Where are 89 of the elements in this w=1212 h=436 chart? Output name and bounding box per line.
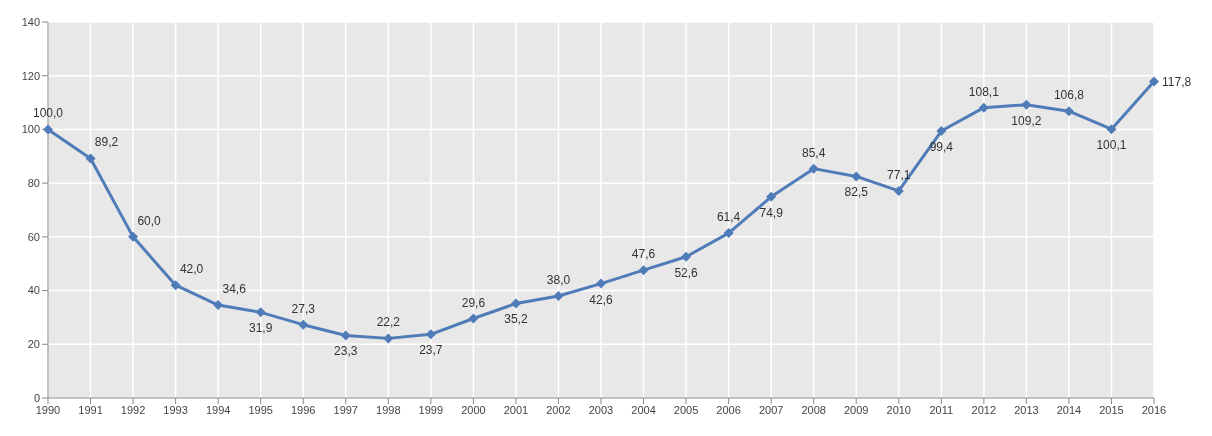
data-label: 117,8 [1162, 74, 1192, 89]
point [43, 124, 53, 135]
data-label: 23,7 [419, 343, 443, 358]
data-label: 100,1 [1096, 138, 1127, 153]
point [808, 163, 819, 174]
y-tick-label: 40 [27, 284, 40, 297]
x-tick-label: 2005 [673, 403, 699, 416]
point [766, 191, 777, 202]
point [638, 265, 649, 276]
x-tick-label: 2001 [503, 403, 529, 416]
data-label: 106,8 [1053, 88, 1085, 103]
data-label: 99,4 [929, 140, 954, 155]
point [128, 231, 139, 242]
data-label: 31,9 [249, 321, 273, 336]
data-label: 74,9 [759, 205, 784, 220]
x-tick-label: 2013 [1014, 403, 1039, 416]
x-tick-label: 2015 [1099, 403, 1124, 416]
point [298, 319, 309, 330]
data-label: 35,2 [504, 312, 528, 327]
point [255, 307, 266, 318]
data-label: 85,4 [802, 145, 826, 160]
data-label: 38,0 [546, 272, 571, 287]
point [1021, 99, 1032, 110]
y-tick-label: 0 [33, 391, 40, 404]
x-tick-label: 2010 [886, 403, 912, 416]
x-tick-label: 2002 [546, 403, 571, 416]
x-tick-label: 2006 [716, 403, 741, 416]
point [553, 290, 564, 301]
point [893, 185, 904, 196]
data-label: 61,4 [716, 210, 741, 225]
y-tick-label: 20 [27, 338, 40, 351]
x-tick-label: 1996 [290, 403, 316, 416]
data-label: 82,5 [844, 185, 869, 200]
data-label: 22,2 [376, 315, 401, 330]
x-tick-label: 2011 [929, 403, 954, 416]
data-label: 60,0 [137, 213, 162, 228]
y-tick-label: 60 [27, 230, 40, 243]
x-tick-label: 1990 [35, 403, 61, 416]
x-tick-label: 1998 [376, 403, 401, 416]
point [383, 333, 394, 344]
x-tick-label: 1997 [333, 403, 359, 416]
x-tick-label: 2014 [1056, 403, 1082, 416]
data-label: 109,2 [1011, 113, 1042, 128]
data-label: 23,3 [334, 344, 358, 359]
x-tick-label: 2003 [588, 403, 614, 416]
x-tick-label: 2012 [971, 403, 997, 416]
x-tick-label: 2009 [843, 403, 869, 416]
point [1063, 106, 1074, 117]
data-label: 27,3 [291, 301, 316, 316]
data-label: 89,2 [94, 135, 119, 150]
point [723, 228, 734, 239]
point [510, 298, 521, 309]
point [1106, 124, 1117, 135]
point [681, 251, 692, 262]
data-label: 47,6 [631, 247, 656, 262]
data-label: 42,6 [589, 292, 613, 307]
y-tick-label: 100 [21, 123, 40, 136]
x-tick-label: 2016 [1141, 403, 1167, 416]
y-tick-label: 140 [21, 15, 40, 28]
x-tick-label: 2000 [461, 403, 486, 416]
data-label: 34,6 [222, 282, 247, 297]
point [85, 153, 96, 164]
x-tick-label: 1992 [120, 403, 146, 416]
data-label: 100,0 [32, 106, 64, 121]
data-label: 77,1 [887, 167, 911, 182]
x-tick-label: 2004 [631, 403, 656, 416]
point [170, 280, 181, 291]
point [936, 126, 947, 137]
data-label: 42,0 [179, 262, 204, 277]
point [851, 171, 862, 182]
point [213, 300, 224, 311]
data-label: 108,1 [968, 84, 1000, 99]
y-tick-label: 120 [21, 69, 40, 82]
x-tick-label: 1993 [163, 403, 188, 416]
data-label: 29,6 [461, 295, 486, 310]
x-tick-label: 1995 [248, 403, 273, 416]
x-tick-label: 1991 [78, 403, 103, 416]
point [468, 313, 479, 324]
data-label: 52,6 [674, 265, 699, 280]
point [340, 330, 351, 341]
x-tick-label: 1994 [205, 403, 231, 416]
x-tick-label: 2008 [801, 403, 826, 416]
point [596, 278, 606, 289]
point [978, 102, 989, 113]
point [1149, 76, 1159, 87]
x-tick-label: 2007 [758, 403, 784, 416]
x-tick-label: 1999 [418, 403, 444, 416]
y-tick-label: 80 [27, 177, 40, 190]
point [425, 329, 436, 340]
